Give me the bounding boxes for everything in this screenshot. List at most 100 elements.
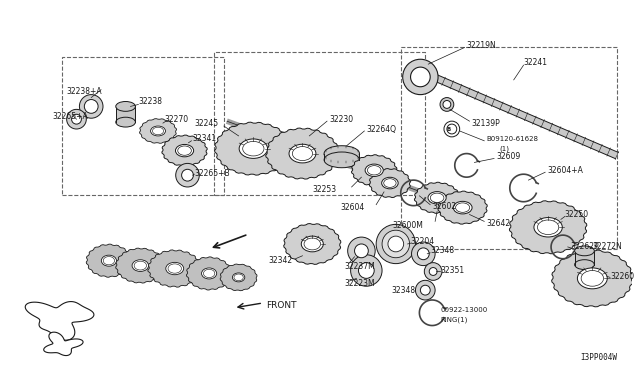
- Circle shape: [72, 114, 81, 124]
- Ellipse shape: [292, 147, 312, 161]
- Text: 32223M: 32223M: [345, 279, 375, 288]
- Ellipse shape: [204, 269, 215, 278]
- Polygon shape: [351, 155, 397, 186]
- Ellipse shape: [575, 260, 595, 270]
- Circle shape: [351, 255, 382, 286]
- Polygon shape: [552, 250, 633, 307]
- Circle shape: [176, 163, 199, 187]
- Text: 32348: 32348: [391, 286, 415, 295]
- Polygon shape: [220, 264, 257, 291]
- Text: 32265+A: 32265+A: [52, 112, 88, 121]
- Ellipse shape: [202, 268, 217, 279]
- Ellipse shape: [304, 238, 321, 250]
- Polygon shape: [44, 332, 83, 356]
- Circle shape: [420, 285, 430, 295]
- Ellipse shape: [575, 246, 595, 256]
- Polygon shape: [575, 251, 595, 264]
- Ellipse shape: [168, 264, 181, 273]
- Text: 32341: 32341: [193, 134, 216, 143]
- Text: 32348: 32348: [430, 246, 454, 255]
- Circle shape: [348, 237, 375, 264]
- Polygon shape: [140, 119, 177, 143]
- Ellipse shape: [150, 126, 166, 136]
- Polygon shape: [324, 154, 360, 160]
- Polygon shape: [214, 122, 292, 175]
- Text: 00922-13000: 00922-13000: [440, 307, 487, 313]
- Ellipse shape: [577, 268, 607, 289]
- Ellipse shape: [152, 127, 164, 135]
- Text: 32241: 32241: [524, 58, 548, 67]
- Text: 32270: 32270: [165, 115, 189, 124]
- Ellipse shape: [324, 146, 360, 161]
- Text: 32265+B: 32265+B: [195, 169, 230, 178]
- Polygon shape: [25, 302, 94, 340]
- Text: 32342: 32342: [269, 256, 292, 265]
- Ellipse shape: [581, 270, 604, 286]
- Circle shape: [355, 244, 368, 258]
- Text: 32238: 32238: [138, 97, 163, 106]
- Polygon shape: [414, 182, 460, 213]
- Circle shape: [447, 124, 457, 134]
- Text: 32237M: 32237M: [345, 262, 376, 271]
- Ellipse shape: [116, 117, 136, 127]
- Circle shape: [417, 248, 429, 260]
- Ellipse shape: [289, 144, 316, 163]
- Ellipse shape: [384, 179, 396, 187]
- Ellipse shape: [132, 260, 148, 272]
- Ellipse shape: [430, 193, 444, 202]
- Circle shape: [410, 67, 430, 87]
- Text: 32260: 32260: [610, 272, 634, 281]
- Circle shape: [79, 94, 103, 118]
- Ellipse shape: [116, 102, 136, 111]
- Circle shape: [388, 236, 404, 252]
- Circle shape: [440, 97, 454, 111]
- Circle shape: [403, 59, 438, 94]
- Circle shape: [415, 280, 435, 300]
- Text: 32253: 32253: [313, 185, 337, 195]
- Ellipse shape: [381, 177, 398, 189]
- Ellipse shape: [534, 218, 563, 237]
- Text: 32272N: 32272N: [593, 243, 622, 251]
- Polygon shape: [369, 169, 411, 198]
- Ellipse shape: [324, 152, 360, 168]
- Circle shape: [444, 121, 460, 137]
- Ellipse shape: [101, 255, 116, 266]
- Text: RING(1): RING(1): [440, 316, 467, 323]
- Ellipse shape: [301, 236, 323, 252]
- Text: B09120-61628: B09120-61628: [486, 136, 538, 142]
- Polygon shape: [438, 191, 487, 224]
- Circle shape: [382, 230, 410, 258]
- Polygon shape: [116, 106, 136, 122]
- Text: I3PP004W: I3PP004W: [580, 353, 617, 362]
- Text: 32604: 32604: [340, 203, 364, 212]
- Circle shape: [358, 263, 374, 278]
- Ellipse shape: [456, 203, 470, 212]
- Text: (1): (1): [499, 145, 509, 152]
- Ellipse shape: [365, 164, 383, 176]
- Polygon shape: [148, 250, 202, 287]
- Text: 32262P: 32262P: [571, 243, 599, 251]
- Text: 32609: 32609: [496, 152, 520, 161]
- Ellipse shape: [134, 261, 147, 270]
- Text: 32250: 32250: [565, 210, 589, 219]
- Polygon shape: [509, 201, 587, 254]
- Ellipse shape: [234, 274, 243, 281]
- Ellipse shape: [538, 220, 559, 235]
- Text: 32204: 32204: [410, 237, 435, 246]
- Text: FRONT: FRONT: [266, 301, 296, 310]
- Circle shape: [412, 242, 435, 266]
- Text: 32602: 32602: [432, 202, 456, 211]
- Text: 32219N: 32219N: [467, 41, 496, 50]
- Text: 32600M: 32600M: [392, 221, 423, 230]
- Text: B: B: [447, 126, 451, 132]
- Ellipse shape: [239, 139, 268, 158]
- Polygon shape: [186, 257, 232, 290]
- Text: 32604+A: 32604+A: [547, 166, 583, 175]
- Polygon shape: [409, 64, 618, 159]
- Text: 32642: 32642: [486, 219, 510, 228]
- Polygon shape: [266, 128, 339, 179]
- Circle shape: [182, 169, 193, 181]
- Ellipse shape: [232, 273, 244, 282]
- Text: 32264Q: 32264Q: [366, 125, 396, 134]
- Circle shape: [443, 100, 451, 108]
